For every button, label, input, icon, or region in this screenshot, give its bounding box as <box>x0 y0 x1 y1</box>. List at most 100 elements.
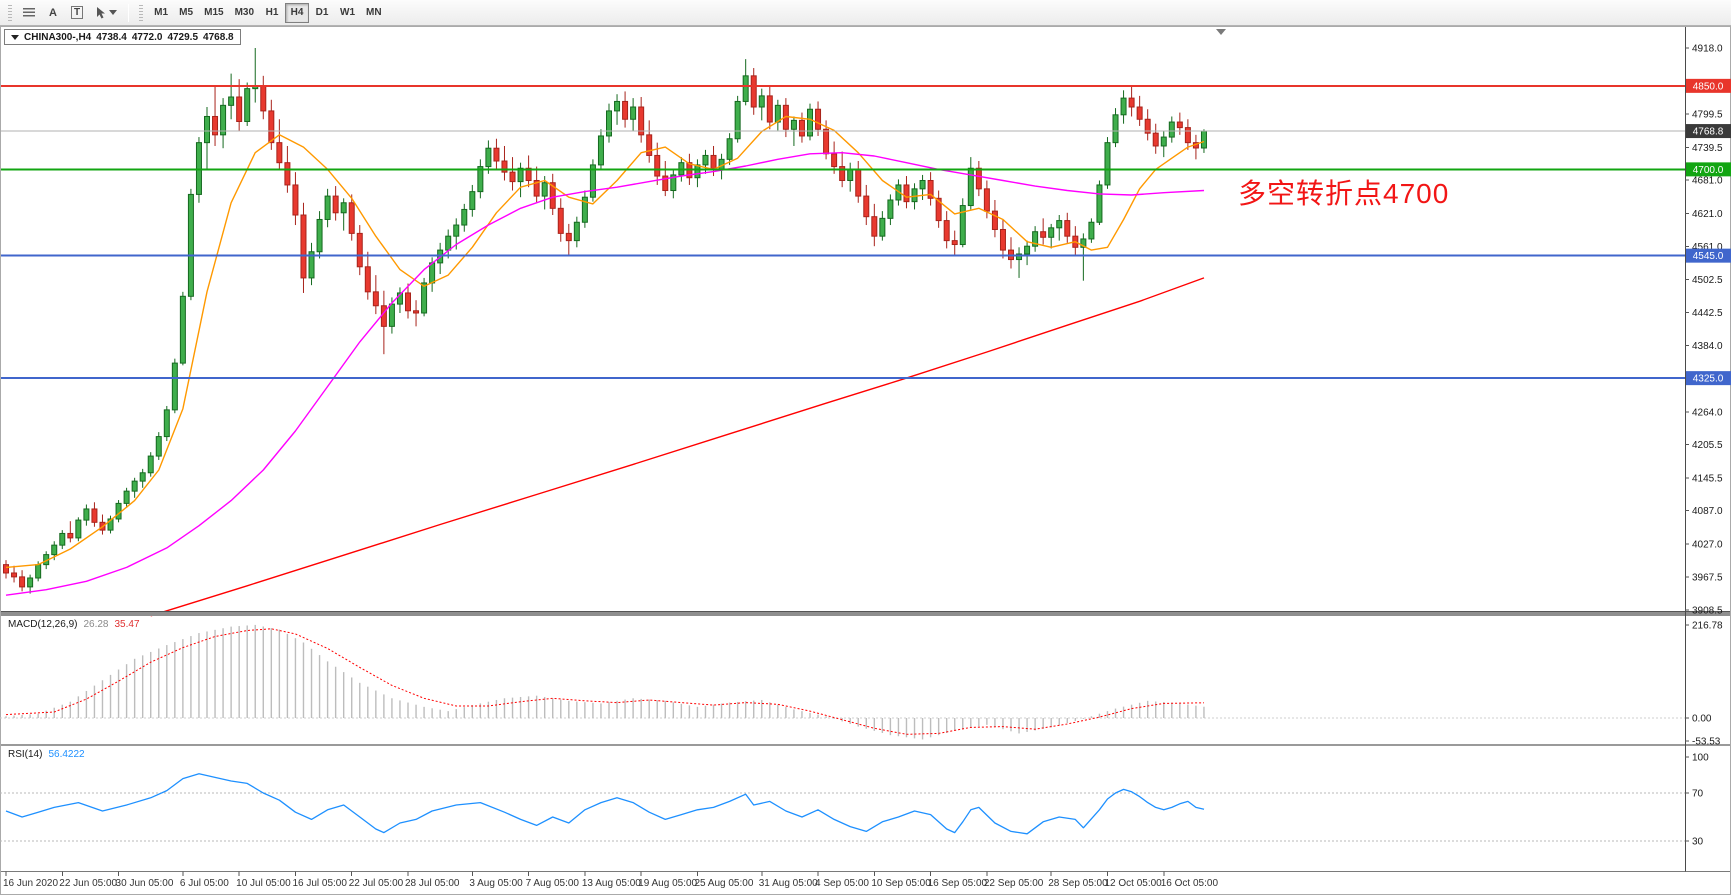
timeframe-button-m30[interactable]: M30 <box>230 3 259 23</box>
candle <box>1184 119 1191 150</box>
candle <box>1088 218 1095 243</box>
candle <box>1128 85 1135 117</box>
candle <box>236 79 243 132</box>
x-axis-label: 16 Jul 05:00 <box>292 878 347 889</box>
timeframe-button-h4[interactable]: H4 <box>285 2 310 23</box>
candle <box>863 184 870 226</box>
x-axis-label: 22 Jul 05:00 <box>349 878 404 889</box>
candle <box>1040 218 1047 245</box>
svg-text:4325.0: 4325.0 <box>1693 374 1724 385</box>
x-axis-label: 7 Aug 05:00 <box>526 878 580 889</box>
quote-open: 4738.4 <box>96 31 127 43</box>
rsi-indicator-label: RSI(14) 56.4222 <box>8 749 85 760</box>
candle <box>123 487 130 508</box>
x-axis-label: 3 Aug 05:00 <box>469 878 523 889</box>
candle <box>1048 223 1055 249</box>
x-axis-label: 16 Jun 2020 <box>3 878 58 889</box>
x-axis-label: 10 Jul 05:00 <box>236 878 291 889</box>
candle <box>115 500 122 523</box>
candle <box>276 119 283 170</box>
candle <box>11 565 18 583</box>
candle <box>171 358 178 414</box>
candles <box>3 48 1207 594</box>
ma-line-fast-orange <box>5 115 1205 569</box>
candle <box>59 530 66 550</box>
timeframe-button-m1[interactable]: M1 <box>149 3 173 23</box>
candle <box>807 103 813 141</box>
timeframe-button-w1[interactable]: W1 <box>335 3 360 23</box>
chevron-down-icon <box>109 10 118 15</box>
x-axis-label: 12 Oct 05:00 <box>1104 878 1162 889</box>
x-axis-label: 22 Sep 05:00 <box>984 878 1044 889</box>
timeframe-button-d1[interactable]: D1 <box>310 3 334 23</box>
macd-indicator-label: MACD(12,26,9) 26.28 35.47 <box>8 619 140 630</box>
candle <box>1016 247 1023 278</box>
candle <box>815 101 822 136</box>
x-axis-label: 25 Aug 05:00 <box>694 878 753 889</box>
candle <box>742 59 749 106</box>
macd-panel[interactable] <box>0 617 1685 744</box>
candle <box>244 82 251 126</box>
chart-shift-marker[interactable] <box>1216 29 1226 35</box>
price-badge: 4850.0 <box>1686 78 1731 93</box>
symbol-quote-box[interactable]: CHINA300-,H4 4738.4 4772.0 4729.5 4768.8 <box>4 29 241 45</box>
x-axis-label: 10 Sep 05:00 <box>871 878 931 889</box>
macd-value-main: 26.28 <box>83 619 109 630</box>
quote-close: 4768.8 <box>203 31 234 43</box>
y-axis-label: 4561.0 <box>1692 242 1723 253</box>
y-axis-label: 4621.0 <box>1692 209 1723 220</box>
timeframe-button-h1[interactable]: H1 <box>260 3 284 23</box>
candle <box>533 166 540 203</box>
rsi-panel[interactable] <box>0 746 1685 871</box>
candle <box>1136 95 1143 126</box>
timeframe-button-m5[interactable]: M5 <box>174 3 198 23</box>
y-axis-label: 4739.5 <box>1692 143 1723 154</box>
candle <box>405 283 411 319</box>
chart-annotation-text[interactable]: 多空转折点4700 <box>1238 178 1450 209</box>
candle <box>887 194 894 226</box>
panel-separator-2[interactable] <box>0 744 1731 746</box>
y-axis-label: 4264.0 <box>1692 408 1723 419</box>
candle <box>91 502 98 527</box>
candle <box>67 521 74 543</box>
candle <box>19 570 26 592</box>
cursor-tool-button[interactable]: A <box>42 3 64 23</box>
pointer-dropdown-button[interactable] <box>90 3 122 23</box>
toolbar-grip[interactable] <box>8 4 12 21</box>
chart-bars-icon-button[interactable] <box>18 3 40 23</box>
timeframe-button-m15[interactable]: M15 <box>199 3 228 23</box>
candle <box>630 98 637 132</box>
candle <box>413 300 420 327</box>
y-axis-label: 4087.0 <box>1692 506 1723 517</box>
candle <box>469 184 476 217</box>
macd-value-signal: 35.47 <box>114 619 140 630</box>
chart-window: 4918.0 4799.5 4739.5 4681.0 4621.0 4561.0 4502… <box>0 26 1731 895</box>
candle <box>549 173 556 216</box>
candle <box>204 107 210 170</box>
text-tool-button[interactable]: T <box>66 3 88 23</box>
rsi-axis-label: 30 <box>1692 837 1704 848</box>
main-chart-area[interactable] <box>0 40 1685 611</box>
macd-name: MACD(12,26,9) <box>8 619 78 630</box>
candle <box>1056 215 1063 241</box>
text-tool-label: T <box>71 6 84 19</box>
panel-separator-bar[interactable] <box>0 612 1731 616</box>
candle <box>212 85 219 146</box>
candle <box>1024 240 1031 266</box>
candle <box>991 199 998 238</box>
chart-bars-icon <box>23 8 35 17</box>
pointer-icon <box>97 7 106 19</box>
candle <box>155 432 162 460</box>
timeframe-button-mn[interactable]: MN <box>361 3 387 23</box>
y-axis-label: 4205.5 <box>1692 440 1723 451</box>
candle <box>798 112 805 143</box>
candle <box>557 198 564 242</box>
candle <box>670 170 677 199</box>
price-axis[interactable]: 4918.0 4799.5 4739.5 4681.0 4621.0 4561.0 4502… <box>1685 44 1731 848</box>
y-axis-label: 4145.5 <box>1692 474 1723 485</box>
toolbar: A T M1 M5 M15 M30 H1 H4 D1 W1 MN <box>0 0 1731 26</box>
toolbar-grip-2[interactable] <box>139 4 144 21</box>
chart-canvas[interactable]: 4918.0 4799.5 4739.5 4681.0 4621.0 4561.0 4502… <box>0 26 1731 895</box>
ma-line-mid-magenta <box>5 151 1205 596</box>
